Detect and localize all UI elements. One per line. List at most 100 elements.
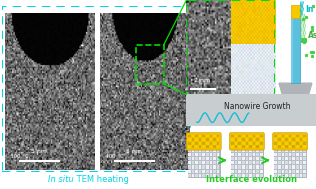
Bar <box>303 174 306 177</box>
Bar <box>289 153 291 156</box>
Bar <box>206 145 209 148</box>
Bar <box>300 174 302 177</box>
Bar <box>242 170 245 173</box>
Bar <box>249 157 252 160</box>
Bar <box>292 149 295 152</box>
Bar <box>253 170 255 173</box>
Bar <box>206 165 209 169</box>
Bar <box>253 135 255 137</box>
Bar <box>188 153 191 156</box>
Bar <box>199 174 202 177</box>
Bar <box>289 157 291 160</box>
Bar <box>260 135 263 137</box>
Bar <box>202 145 205 148</box>
Bar <box>296 142 299 145</box>
Bar <box>260 170 263 173</box>
Bar <box>256 149 259 152</box>
Bar <box>195 174 198 177</box>
Bar <box>296 145 299 148</box>
Bar <box>274 153 277 156</box>
Bar <box>292 138 295 141</box>
Bar <box>282 157 284 160</box>
Text: 400 °C: 400 °C <box>105 154 124 159</box>
Bar <box>274 145 277 148</box>
Bar <box>289 135 291 137</box>
Bar <box>253 149 255 152</box>
Bar <box>242 138 245 141</box>
Bar <box>300 145 302 148</box>
Bar <box>202 170 205 173</box>
Bar <box>238 149 241 152</box>
Bar <box>231 142 234 145</box>
Bar <box>210 145 212 148</box>
Bar <box>282 149 284 152</box>
Bar <box>246 142 248 145</box>
Bar <box>213 165 216 169</box>
Bar <box>199 170 202 173</box>
Bar <box>213 145 216 148</box>
Bar <box>195 145 198 148</box>
Bar <box>296 149 299 152</box>
Bar <box>278 149 281 152</box>
Bar <box>199 161 202 164</box>
Bar <box>289 149 291 152</box>
Bar <box>289 165 291 169</box>
Bar <box>260 142 263 145</box>
Bar <box>213 142 216 145</box>
Bar <box>278 157 281 160</box>
Bar <box>274 149 306 177</box>
Bar <box>191 161 194 164</box>
Bar <box>217 135 220 137</box>
Bar <box>213 170 216 173</box>
Text: 2 nm: 2 nm <box>194 78 210 83</box>
Bar <box>285 145 288 148</box>
Bar <box>195 157 198 160</box>
Bar <box>210 138 212 141</box>
FancyBboxPatch shape <box>291 17 293 83</box>
Bar <box>289 174 291 177</box>
Bar <box>292 145 295 148</box>
Bar <box>191 142 194 145</box>
Bar <box>213 138 216 141</box>
Bar <box>195 170 198 173</box>
Bar <box>246 161 248 164</box>
Bar <box>292 157 295 160</box>
Bar <box>195 135 198 137</box>
Bar <box>256 138 259 141</box>
Bar <box>231 145 234 148</box>
Bar <box>256 157 259 160</box>
Bar <box>249 153 252 156</box>
Bar <box>303 157 306 160</box>
Bar <box>206 174 209 177</box>
Bar <box>246 135 248 137</box>
Bar <box>195 165 198 169</box>
Bar <box>300 161 302 164</box>
Text: 300 °C: 300 °C <box>10 154 29 159</box>
Bar <box>231 165 234 169</box>
Bar <box>235 165 237 169</box>
Bar <box>274 135 277 137</box>
Bar <box>210 149 212 152</box>
Bar <box>300 142 302 145</box>
Bar <box>195 153 198 156</box>
Bar <box>191 149 194 152</box>
Text: In: In <box>306 5 314 14</box>
Bar <box>238 174 241 177</box>
Bar <box>249 135 252 137</box>
Bar <box>253 165 255 169</box>
Bar <box>235 138 237 141</box>
Bar <box>206 135 209 137</box>
Bar <box>231 149 234 152</box>
Bar <box>274 165 277 169</box>
Bar <box>285 161 288 164</box>
Bar <box>242 174 245 177</box>
Bar <box>260 153 263 156</box>
Bar <box>285 153 288 156</box>
Bar <box>235 161 237 164</box>
Bar <box>238 142 241 145</box>
Bar <box>274 142 277 145</box>
Bar <box>199 145 202 148</box>
Bar <box>238 153 241 156</box>
Bar <box>136 45 164 84</box>
Bar <box>191 138 194 141</box>
